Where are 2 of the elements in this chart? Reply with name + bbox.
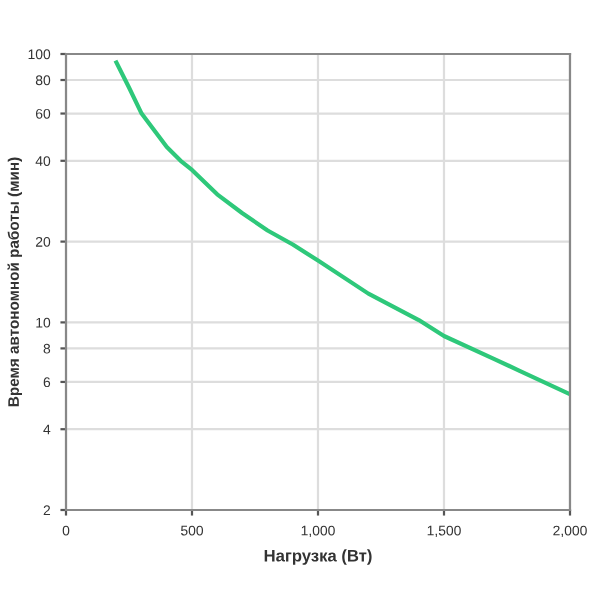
- line-series: [114, 60, 570, 397]
- x-axis-title: Нагрузка (Вт): [264, 549, 372, 565]
